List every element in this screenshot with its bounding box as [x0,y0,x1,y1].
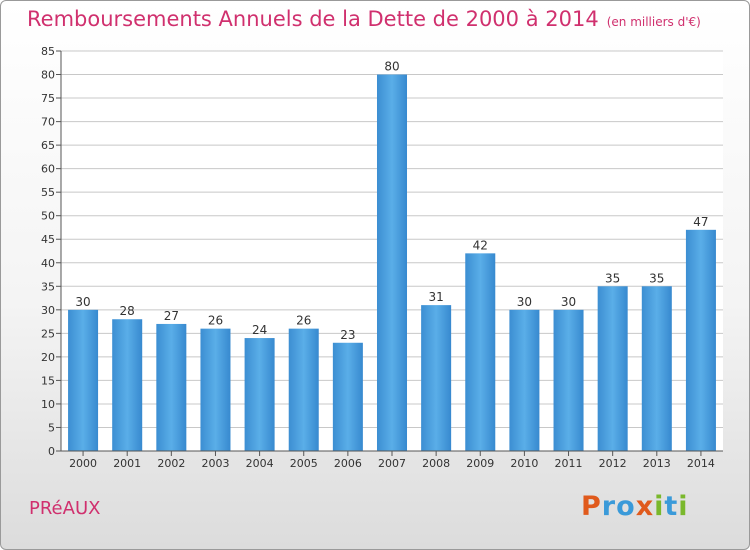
y-tick-label: 0 [48,445,55,458]
axes: 0 5 10 15 20 25 30 35 40 45 50 55 60 65 70 75 80 85 2000 20… [41,45,723,470]
data-label: 35 [605,271,620,285]
logo-letter: r [601,491,617,522]
y-tick-label: 40 [41,257,55,270]
bar [288,328,319,451]
bar [68,309,99,451]
y-tick-label: 55 [41,186,55,199]
data-label: 31 [428,290,443,304]
y-tick-label: 65 [41,139,55,152]
bar [597,286,628,451]
x-tick-label: 2008 [422,457,450,470]
value-labels: 30 28 27 26 24 26 23 80 31 42 30 30 35 35 47 [75,60,708,342]
bar [376,74,408,451]
y-tick-label: 15 [41,374,55,387]
x-tick-label: 2012 [599,457,627,470]
y-tick-label: 25 [41,327,55,340]
commune-name: PRéAUX [29,498,101,519]
bar [465,253,496,451]
data-label: 35 [649,271,664,285]
logo-letter: t [664,491,679,522]
y-tick-label: 85 [41,45,55,58]
y-tick-label: 70 [41,116,55,129]
data-label: 30 [561,295,576,309]
y-tick-label: 5 [48,421,55,434]
data-label: 42 [473,238,488,252]
x-tick-label: 2001 [113,457,141,470]
proxiti-logo: Proxiti [581,491,689,522]
x-tick-label: 2013 [643,457,671,470]
x-tick-label: 2003 [201,457,229,470]
y-tick-label: 75 [41,92,55,105]
data-label: 30 [75,295,90,309]
y-tick-label: 50 [41,210,55,223]
data-label: 26 [296,314,311,328]
chart-unit: (en milliers d'€) [606,15,701,29]
logo-letter: x [635,491,655,522]
bar [685,229,716,451]
bar [553,309,584,451]
y-tick-label: 10 [41,398,55,411]
logo-letter: i [654,491,665,522]
logo-letter: i [678,491,689,522]
bar [641,286,672,451]
bar [156,323,187,451]
x-tick-label: 2002 [157,457,185,470]
bar [509,309,540,451]
x-tick-label: 2009 [466,457,494,470]
x-tick-label: 2007 [378,457,406,470]
data-label: 47 [693,215,708,229]
y-tick-label: 80 [41,69,55,82]
x-tick-label: 2006 [334,457,362,470]
chart-title-text: Remboursements Annuels de la Dette de 20… [27,7,599,31]
y-tick-label: 20 [41,351,55,364]
data-label: 27 [164,309,179,323]
y-tick-label: 30 [41,304,55,317]
x-tick-label: 2014 [687,457,715,470]
y-tick-label: 45 [41,233,55,246]
bar [244,338,275,451]
y-tick-label: 60 [41,163,55,176]
y-tick-label: 35 [41,280,55,293]
data-label: 28 [120,304,135,318]
x-tick-label: 2004 [246,457,274,470]
logo-letter: o [616,491,636,522]
bar [200,328,231,451]
x-tick-label: 2000 [69,457,97,470]
data-label: 80 [384,60,399,74]
data-label: 23 [340,328,355,342]
bar [112,319,143,451]
x-tick-label: 2005 [290,457,318,470]
x-tick-label: 2011 [555,457,583,470]
bar [421,305,452,451]
x-tick-label: 2010 [510,457,538,470]
data-label: 24 [252,323,267,337]
bar [332,342,363,451]
chart-title: Remboursements Annuels de la Dette de 20… [27,7,701,31]
bars [68,74,716,451]
logo-letter: P [581,491,602,522]
data-label: 26 [208,314,223,328]
data-label: 30 [517,295,532,309]
